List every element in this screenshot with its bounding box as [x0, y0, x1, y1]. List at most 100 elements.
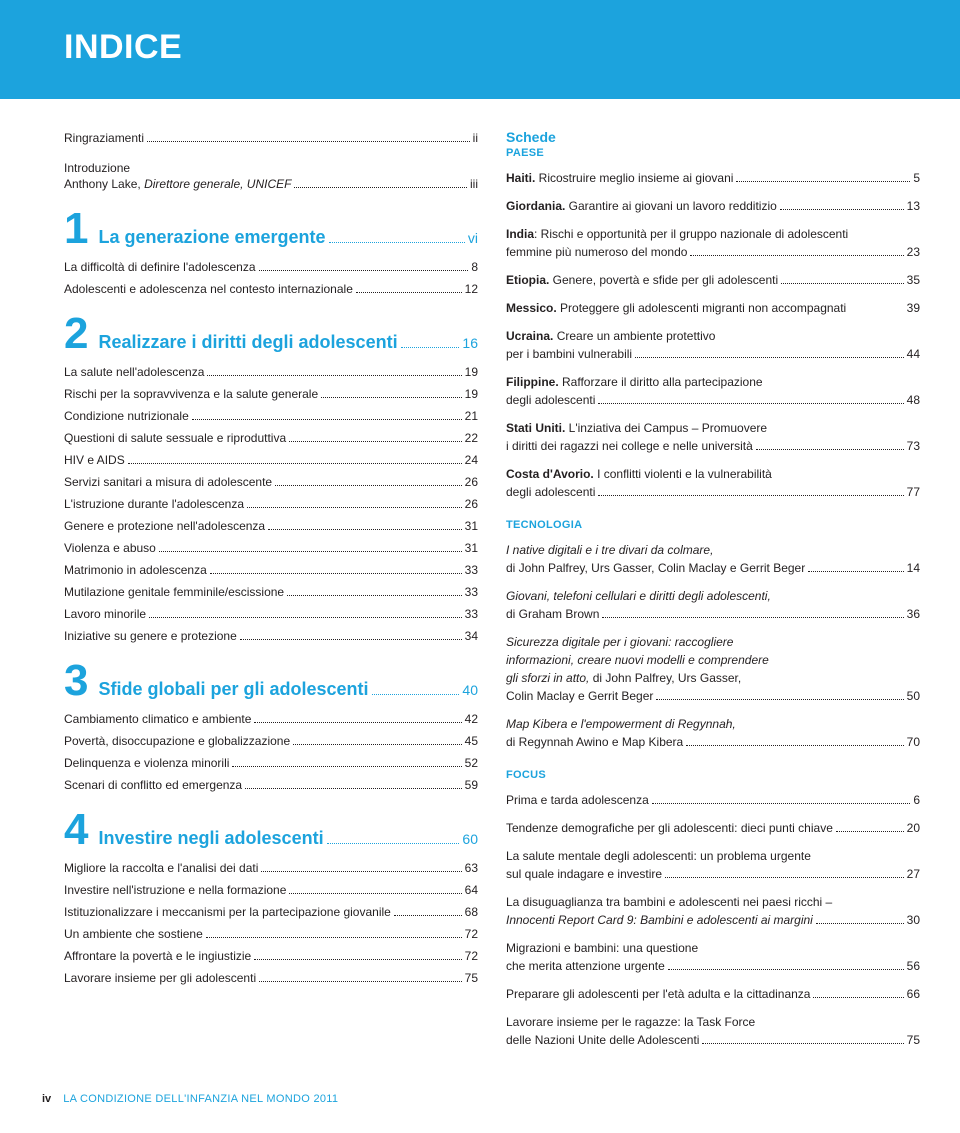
toc-label-line: Filippine. Rafforzare il diritto alla pa… — [506, 373, 920, 391]
leader-dots — [656, 699, 903, 700]
toc-page: 66 — [907, 985, 920, 1003]
leader-dots — [207, 375, 461, 376]
paese-subheading: PAESE — [506, 147, 920, 159]
chapter-number: 3 — [64, 663, 88, 698]
leader-dots — [289, 893, 461, 894]
toc-page: 68 — [465, 903, 478, 921]
toc-label-line: per i bambini vulnerabili — [506, 345, 632, 363]
leader-dots — [780, 209, 904, 210]
toc-label: Un ambiente che sostiene — [64, 925, 203, 943]
chapter-title: Sfide globali per gli adolescenti — [98, 679, 368, 700]
toc-label-line: di John Palfrey, Urs Gasser, Colin Macla… — [506, 559, 805, 577]
toc-label-line: delle Nazioni Unite delle Adolescenti — [506, 1031, 699, 1049]
toc-label: Preparare gli adolescenti per l'età adul… — [506, 985, 810, 1003]
toc-label: Cambiamento climatico e ambiente — [64, 710, 251, 728]
toc-label: Genere e protezione nell'adolescenza — [64, 517, 265, 535]
toc-entry: La disuguaglianza tra bambini e adolesce… — [506, 893, 920, 929]
toc-label-line: Colin Maclay e Gerrit Beger — [506, 687, 653, 705]
leader-dots — [372, 694, 460, 695]
toc-entry: Servizi sanitari a misura di adolescente… — [64, 473, 478, 491]
chapter-heading: 3 Sfide globali per gli adolescenti 40 — [64, 663, 478, 700]
toc-page: 44 — [907, 345, 920, 363]
toc-page: 6 — [913, 791, 920, 809]
leader-dots — [149, 617, 462, 618]
toc-page: 72 — [465, 925, 478, 943]
leader-dots — [240, 639, 462, 640]
toc-entry: La salute mentale degli adolescenti: un … — [506, 847, 920, 883]
leader-dots — [254, 959, 461, 960]
leader-dots — [401, 347, 460, 348]
toc-page: 5 — [913, 169, 920, 187]
toc-entry: Questioni di salute sessuale e riprodutt… — [64, 429, 478, 447]
toc-label: Violenza e abuso — [64, 539, 156, 557]
toc-page: 21 — [465, 407, 478, 425]
toc-label-line: che merita attenzione urgente — [506, 957, 665, 975]
footer-page-number: iv — [42, 1093, 51, 1105]
toc-page: 24 — [465, 451, 478, 469]
toc-entry: India: Rischi e opportunità per il grupp… — [506, 225, 920, 261]
chapter-number: 1 — [64, 211, 88, 246]
toc-label: Matrimonio in adolescenza — [64, 561, 207, 579]
leader-dots — [232, 766, 461, 767]
toc-label-line: Lavorare insieme per le ragazze: la Task… — [506, 1013, 920, 1031]
toc-label: Investire nell'istruzione e nella formaz… — [64, 881, 286, 899]
toc-page: 56 — [907, 957, 920, 975]
leader-dots — [356, 292, 462, 293]
leader-dots — [294, 187, 467, 188]
toc-entry: Etiopia. Genere, povertà e sfide per gli… — [506, 271, 920, 289]
toc-page: 20 — [907, 819, 920, 837]
toc-entry: Violenza e abuso31 — [64, 539, 478, 557]
toc-label: Povertà, disoccupazione e globalizzazion… — [64, 732, 290, 750]
toc-entry: Migrazioni e bambini: una questioneche m… — [506, 939, 920, 975]
right-column: Schede PAESE Haiti. Ricostruire meglio i… — [506, 129, 920, 1059]
leader-dots — [321, 397, 462, 398]
toc-entry: Mutilazione genitale femminile/escission… — [64, 583, 478, 601]
toc-entry: Povertà, disoccupazione e globalizzazion… — [64, 732, 478, 750]
toc-entry: La difficoltà di definire l'adolescenza8 — [64, 258, 478, 276]
toc-label: Ringraziamenti — [64, 129, 144, 147]
leader-dots — [598, 403, 903, 404]
intro-subtitle: Anthony Lake, Direttore generale, UNICEF — [64, 175, 291, 193]
tecnologia-subheading: TECNOLOGIA — [506, 519, 920, 531]
toc-entry: Filippine. Rafforzare il diritto alla pa… — [506, 373, 920, 409]
chapter-page: 40 — [462, 682, 478, 698]
leader-dots — [159, 551, 462, 552]
content-columns: Ringraziamenti ii Introduzione Anthony L… — [0, 99, 960, 1083]
leader-dots — [245, 788, 462, 789]
toc-label: Haiti. Ricostruire meglio insieme ai gio… — [506, 169, 733, 187]
leader-dots — [665, 877, 904, 878]
leader-dots — [128, 463, 462, 464]
toc-label: Lavorare insieme per gli adolescenti — [64, 969, 256, 987]
toc-label: Tendenze demografiche per gli adolescent… — [506, 819, 833, 837]
chapter-number: 4 — [64, 812, 88, 847]
toc-entry: Sicurezza digitale per i giovani: raccog… — [506, 633, 920, 705]
toc-label-line: di Graham Brown — [506, 605, 599, 623]
toc-entry: Stati Uniti. L'inziativa dei Campus – Pr… — [506, 419, 920, 455]
toc-page: 75 — [465, 969, 478, 987]
toc-page: 19 — [465, 385, 478, 403]
leader-dots — [652, 803, 911, 804]
leader-dots — [254, 722, 461, 723]
toc-page: 30 — [907, 911, 920, 929]
leader-dots — [813, 997, 903, 998]
toc-page: 59 — [465, 776, 478, 794]
leader-dots — [808, 571, 903, 572]
toc-page: 33 — [465, 583, 478, 601]
toc-label-line: Costa d'Avorio. I conflitti violenti e l… — [506, 465, 920, 483]
leader-dots — [686, 745, 903, 746]
leader-dots — [293, 744, 461, 745]
toc-page: 42 — [465, 710, 478, 728]
toc-entry: Lavorare insieme per gli adolescenti 75 — [64, 969, 478, 987]
toc-entry: L'istruzione durante l'adolescenza26 — [64, 495, 478, 513]
toc-page: 27 — [907, 865, 920, 883]
toc-label: Questioni di salute sessuale e riprodutt… — [64, 429, 286, 447]
toc-entry: Giordania. Garantire ai giovani un lavor… — [506, 197, 920, 215]
toc-label-line: sul quale indagare e investire — [506, 865, 662, 883]
toc-entry: La salute nell'adolescenza19 — [64, 363, 478, 381]
toc-label-line: degli adolescenti — [506, 483, 595, 501]
toc-label-line: Ucraina. Creare un ambiente protettivo — [506, 327, 920, 345]
chapter-page: 16 — [462, 335, 478, 351]
page-footer: iv LA CONDIZIONE DELL'INFANZIA NEL MONDO… — [0, 1083, 960, 1127]
toc-page: 26 — [465, 473, 478, 491]
toc-label: La difficoltà di definire l'adolescenza — [64, 258, 256, 276]
